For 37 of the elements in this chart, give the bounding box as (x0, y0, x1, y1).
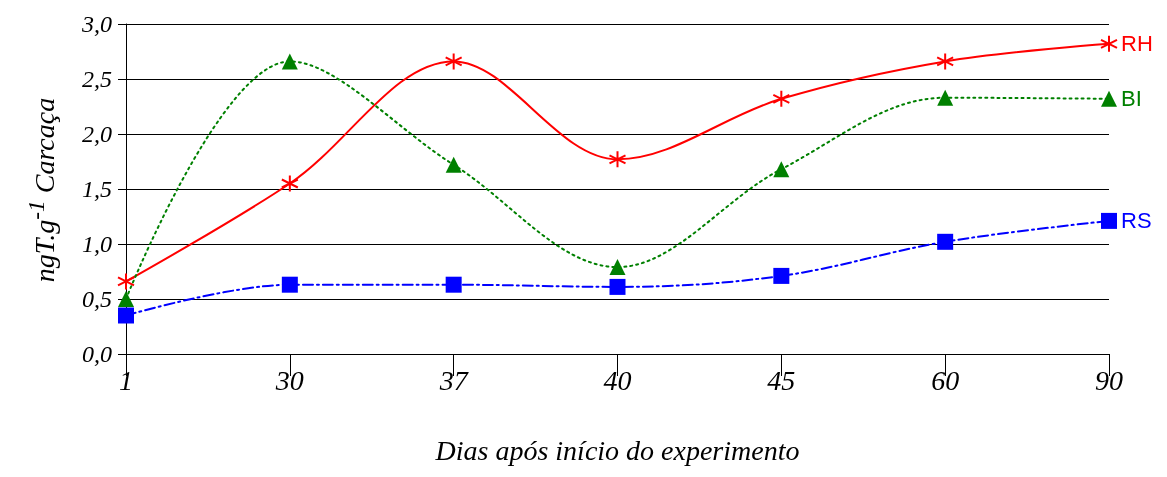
y-tick-label: 2,5 (82, 66, 112, 92)
series-label: BI (1121, 86, 1142, 112)
series-label: RS (1121, 208, 1152, 234)
y-tick-label: 2,0 (82, 121, 112, 147)
x-tick-label: 37 (438, 364, 469, 396)
y-tick-label: 1,5 (82, 176, 112, 202)
point (772, 89, 791, 108)
point (609, 278, 626, 295)
x-axis-title: Dias após início do experimento (434, 434, 800, 466)
point (773, 267, 790, 284)
point (937, 89, 954, 106)
point (445, 156, 462, 173)
x-tick-label: 60 (931, 364, 960, 396)
point (1101, 212, 1117, 229)
point (281, 276, 298, 293)
point (118, 307, 134, 324)
series-label: RH (1121, 31, 1153, 57)
x-tick-label: 45 (767, 364, 796, 396)
point (1101, 90, 1117, 107)
point (608, 150, 627, 169)
y-tick-label: 0,0 (82, 341, 112, 367)
point (445, 276, 462, 293)
point (281, 53, 298, 70)
point (936, 52, 955, 71)
point (773, 161, 790, 178)
y-tick-label: 1,0 (82, 231, 112, 257)
x-tick-label: 40 (603, 364, 632, 396)
point (1100, 34, 1118, 53)
point (117, 272, 135, 291)
point (609, 259, 626, 276)
y-tick-label: 3,0 (81, 11, 112, 37)
x-tick-label: 30 (274, 364, 304, 396)
y-tick-label: 0,5 (82, 286, 112, 312)
point (444, 52, 463, 71)
x-tick-label: 90 (1095, 364, 1123, 396)
point (937, 233, 954, 250)
point (280, 174, 299, 193)
